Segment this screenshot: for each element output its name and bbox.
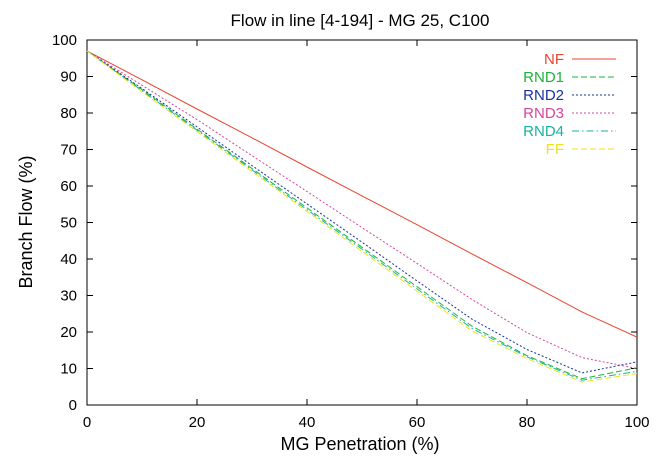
chart-title: Flow in line [4-194] - MG 25, C100 <box>231 11 490 30</box>
series-line-rnd1 <box>86 50 638 380</box>
legend-label-rnd3: RND3 <box>523 105 564 122</box>
series-line-ff <box>86 50 638 383</box>
y-tick-label: 90 <box>60 69 77 86</box>
y-tick-label: 70 <box>60 142 77 159</box>
y-axis-title: Branch Flow (%) <box>16 155 36 288</box>
y-tick-label: 80 <box>60 105 77 122</box>
legend-label-rnd2: RND2 <box>523 87 564 104</box>
x-axis-title: MG Penetration (%) <box>280 434 439 454</box>
legend-label-nf: NF <box>544 51 564 68</box>
y-tick-label: 50 <box>60 215 77 232</box>
x-tick-label: 80 <box>519 414 536 431</box>
series-line-rnd4 <box>86 50 638 381</box>
y-tick-label: 40 <box>60 251 77 268</box>
legend-label-rnd4: RND4 <box>523 123 564 140</box>
x-tick-label: 40 <box>299 414 316 431</box>
series-line-nf <box>86 50 638 338</box>
x-tick-label: 20 <box>189 414 206 431</box>
axis-ticks: 0 20 40 60 80 100 0 10 20 30 40 50 60 70 80 90 100 <box>52 32 650 431</box>
x-tick-label: 60 <box>409 414 426 431</box>
y-tick-label: 100 <box>52 32 77 49</box>
legend-label-rnd1: RND1 <box>523 69 564 86</box>
y-tick-label: 0 <box>69 397 77 414</box>
x-tick-label: 100 <box>624 414 649 431</box>
x-tick-label: 0 <box>83 414 91 431</box>
series-line-rnd3 <box>86 50 638 369</box>
y-tick-label: 10 <box>60 361 77 378</box>
series-lines <box>86 50 638 383</box>
y-tick-label: 30 <box>60 288 77 305</box>
legend-label-ff: FF <box>546 141 564 158</box>
y-tick-label: 60 <box>60 178 77 195</box>
y-tick-label: 20 <box>60 324 77 341</box>
